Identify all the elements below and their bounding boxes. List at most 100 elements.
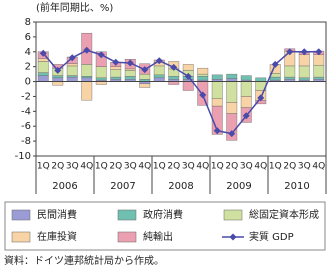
- y-tick-label: -10: [15, 151, 31, 162]
- line-marker: [68, 54, 76, 62]
- line-marker: [126, 59, 134, 67]
- bar-segment: [124, 70, 136, 77]
- legend-swatch: [223, 209, 243, 221]
- bar-segment: [37, 75, 49, 82]
- y-tick-label: -4: [21, 106, 31, 117]
- bar-segment: [66, 75, 78, 78]
- legend-swatch: [11, 231, 31, 243]
- bar-segment: [313, 54, 325, 66]
- bar-segment: [226, 73, 238, 79]
- bar-segment: [139, 73, 151, 80]
- bar-segment: [52, 75, 64, 79]
- line-marker: [257, 94, 265, 102]
- legend-swatch: [11, 209, 31, 221]
- x-tick-label: 3Q: [124, 162, 137, 172]
- bar-segment: [313, 64, 325, 78]
- x-tick-label: 2Q: [283, 162, 296, 172]
- bar-segment: [81, 76, 93, 79]
- line-marker: [300, 48, 308, 56]
- line-marker: [54, 66, 62, 74]
- legend-label: 政府消費: [143, 208, 183, 221]
- legend-label: 純輸出: [143, 230, 173, 243]
- legend-label: 実質 GDP: [249, 230, 294, 243]
- bar-segment: [226, 102, 238, 114]
- line-marker: [199, 91, 207, 99]
- bar-segment: [226, 81, 238, 103]
- legend-swatch: [117, 231, 137, 243]
- x-tick-label: 4Q: [196, 162, 209, 172]
- bar-segment: [240, 75, 252, 81]
- line-marker: [83, 46, 91, 54]
- bar-segment: [197, 76, 209, 81]
- y-tick-label: -2: [21, 91, 31, 102]
- x-tick-label: 3Q: [66, 162, 79, 172]
- bar-segment: [81, 81, 93, 101]
- y-tick-label: 0: [25, 77, 31, 88]
- legend-label: 在庫投資: [37, 230, 77, 243]
- line-marker: [39, 49, 47, 57]
- source-note: 資料：ドイツ連邦統計局から作成。: [4, 254, 164, 267]
- bar-segment: [66, 65, 78, 76]
- legend-label: 総固定資本形成: [249, 208, 319, 221]
- bar-segment: [139, 83, 151, 88]
- bar-segment: [153, 65, 165, 76]
- line-marker: [286, 48, 294, 56]
- line-marker: [112, 58, 120, 66]
- x-tick-label: 2Q: [225, 162, 238, 172]
- line-marker: [228, 130, 236, 138]
- bar-segment: [66, 63, 78, 67]
- bar-segment: [124, 76, 136, 80]
- line-marker: [184, 72, 192, 80]
- line-marker: [242, 112, 250, 120]
- bar-segment: [52, 81, 64, 86]
- bar-segment: [298, 77, 310, 81]
- x-tick-label: 1Q: [37, 162, 50, 172]
- y-tick-label: 8: [25, 17, 31, 28]
- bar-segment: [284, 65, 296, 78]
- x-tick-label: 2Q: [167, 162, 180, 172]
- bar-segment: [298, 65, 310, 79]
- x-tick-label: 4Q: [80, 162, 93, 172]
- legend-label: 民間消費: [37, 208, 77, 221]
- y-tick-label: 4: [25, 47, 31, 58]
- year-label: 2009: [226, 181, 251, 192]
- bar-segment: [37, 58, 49, 62]
- x-tick-label: 1Q: [269, 162, 282, 172]
- line-marker: [141, 66, 149, 74]
- line-marker: [213, 127, 221, 135]
- line-marker: [170, 63, 178, 71]
- x-tick-label: 2Q: [109, 162, 122, 172]
- bar-segment: [110, 66, 122, 70]
- legend-swatch: [117, 209, 137, 221]
- x-tick-label: 1Q: [211, 162, 224, 172]
- bar-segment: [81, 64, 93, 77]
- bar-segment: [110, 76, 122, 80]
- bar-segment: [197, 67, 209, 75]
- year-label: 2007: [110, 181, 135, 192]
- bar-segment: [153, 74, 165, 79]
- y-tick-label: 2: [25, 62, 31, 73]
- x-tick-label: 3Q: [182, 162, 195, 172]
- bar-segment: [37, 72, 49, 76]
- bar-segment: [240, 81, 252, 97]
- y-axis-label: (前年同期比、%): [36, 1, 113, 14]
- bar-segment: [313, 76, 325, 80]
- x-tick-label: 3Q: [240, 162, 253, 172]
- line-marker: [97, 51, 105, 59]
- bar-segment: [298, 54, 310, 67]
- year-label: 2008: [168, 181, 193, 192]
- bar-segment: [211, 74, 223, 80]
- y-tick-label: -8: [21, 136, 31, 147]
- bar-segment: [168, 76, 180, 80]
- line-marker: [271, 60, 279, 68]
- bar-segment: [124, 68, 136, 71]
- bar-segment: [182, 64, 194, 71]
- bar-segment: [66, 76, 78, 82]
- bar-segment: [37, 61, 49, 73]
- x-tick-label: 1Q: [95, 162, 108, 172]
- legend-box: [4, 201, 326, 251]
- bar-segment: [81, 77, 93, 82]
- bar-segment: [240, 96, 252, 108]
- bar-segment: [52, 77, 64, 82]
- bar-segment: [95, 66, 107, 79]
